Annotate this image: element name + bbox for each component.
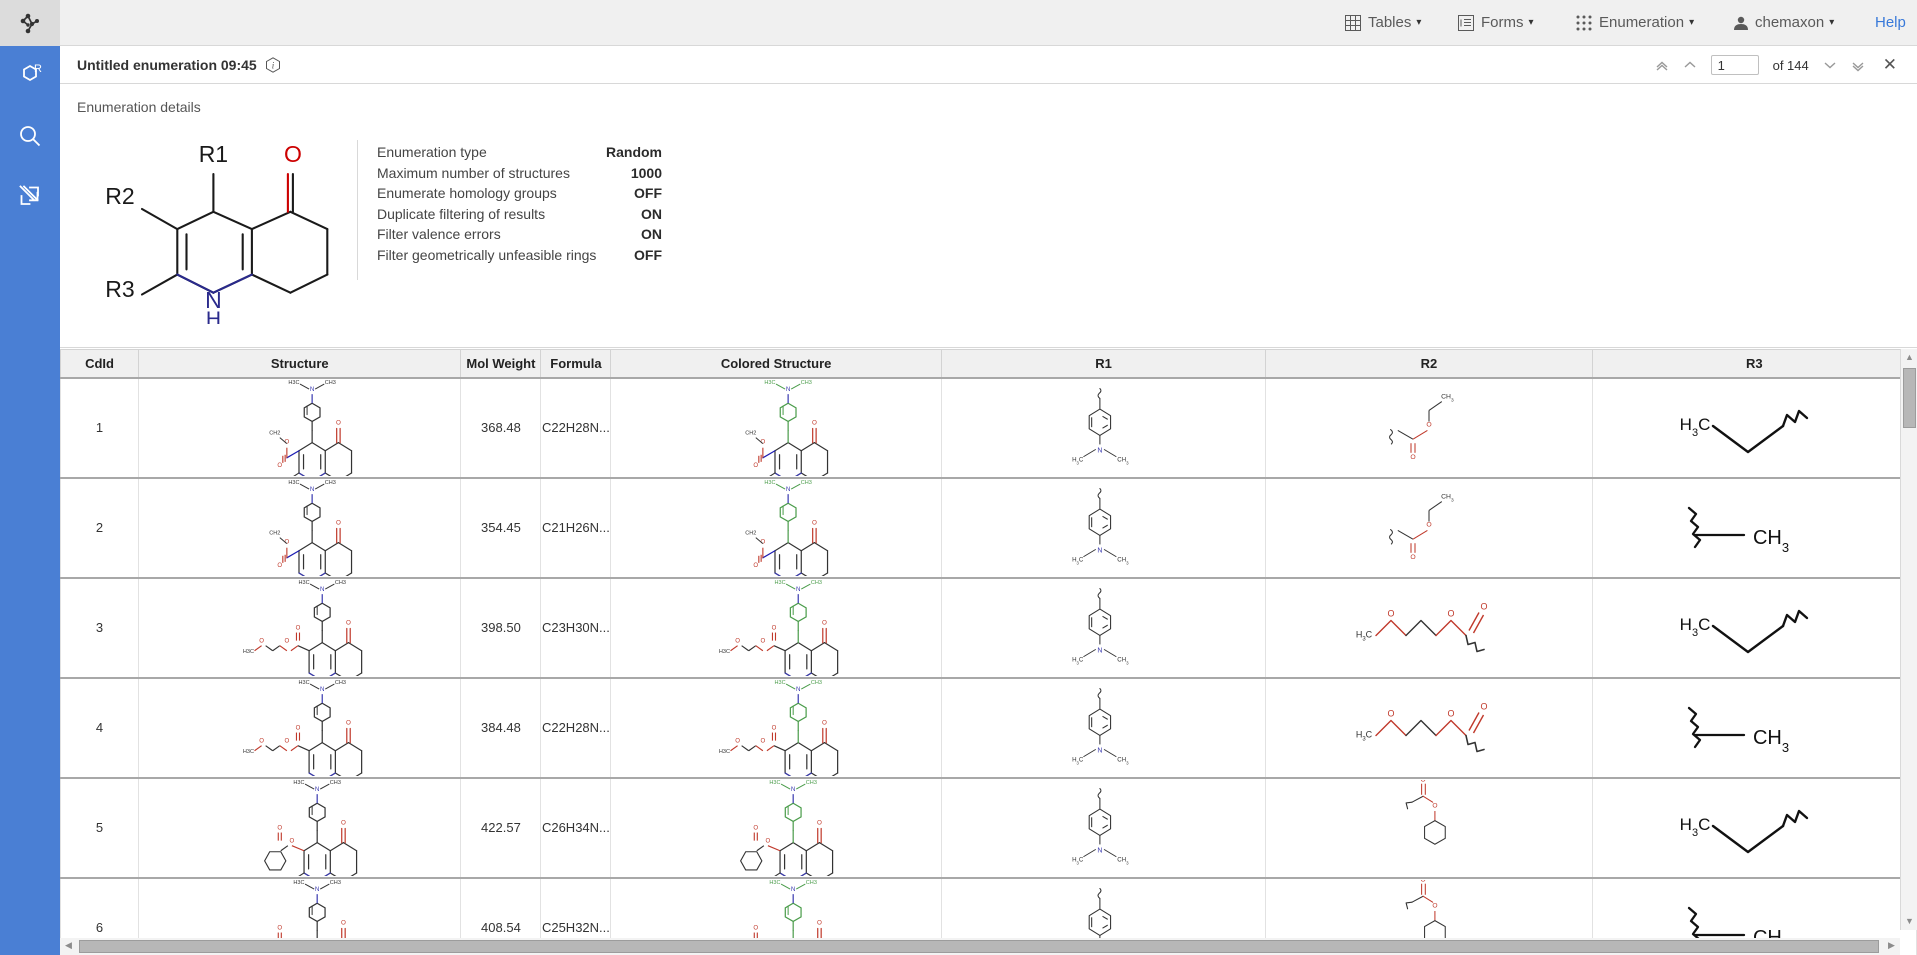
svg-text:R1: R1 [199, 141, 228, 167]
svg-text:i: i [271, 60, 274, 70]
svg-text:O: O [284, 141, 302, 167]
svg-text:H: H [206, 308, 221, 324]
svg-text:R3: R3 [105, 276, 134, 302]
svg-text:R2: R2 [105, 183, 134, 209]
